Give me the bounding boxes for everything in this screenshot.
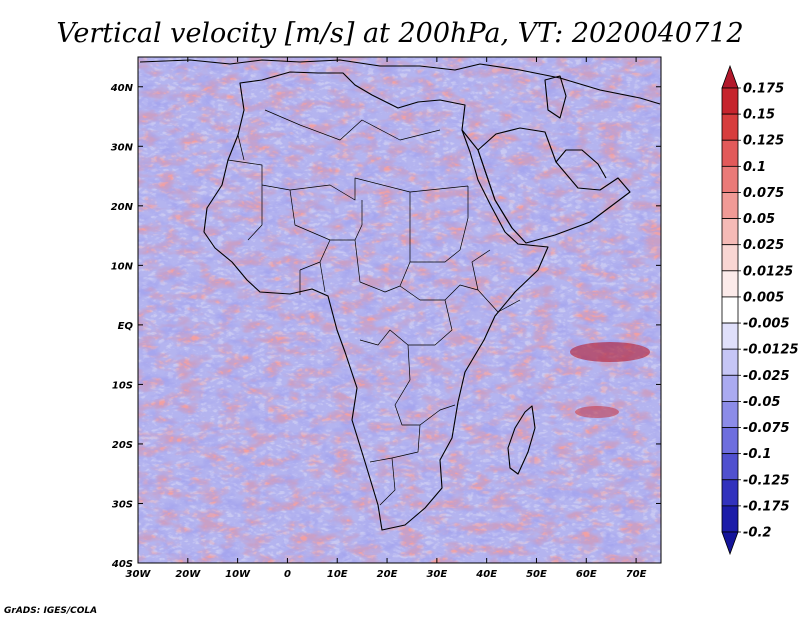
colorbar-label: -0.2 [743, 526, 771, 541]
credit-label: GrADS: IGES/COLA [4, 606, 97, 616]
y-axis-ticks: 40N 30N 20N 10N EQ 10S 20S 30S 40S [110, 83, 661, 570]
y-tick-label: 10N [111, 261, 134, 272]
colorbar-label: -0.125 [743, 473, 790, 488]
colorbar-bottom-arrow [721, 531, 739, 556]
field-upward-patch [575, 406, 619, 418]
y-tick-label: 40N [110, 83, 134, 94]
x-tick-label: 60E [576, 569, 597, 580]
colorbar-swatch [721, 479, 739, 507]
colorbar-swatch [721, 218, 739, 246]
x-tick-label: 0 [284, 569, 291, 580]
y-tick-label: 40S [111, 559, 133, 570]
x-tick-label: 20W [175, 569, 201, 580]
x-tick-label: 40E [475, 569, 497, 580]
colorbar-swatch [721, 505, 739, 533]
colorbar-swatch [721, 296, 739, 324]
x-tick-label: 70E [626, 569, 647, 580]
colorbar-label: -0.0125 [743, 343, 799, 358]
colorbar-label: -0.005 [743, 317, 790, 332]
colorbar-label: -0.025 [743, 369, 790, 384]
colorbar-label: 0.0125 [743, 264, 793, 279]
colorbar-swatch [721, 348, 739, 376]
arabia-coastline [477, 127, 631, 244]
red-sea-coastline [461, 129, 513, 229]
colorbar-label: 0.175 [743, 82, 784, 97]
x-axis-ticks: 30W 20W 10W 0 10E 20E 30E 40E 50E 60E 70E [126, 57, 647, 580]
colorbar-label: 0.005 [743, 290, 784, 305]
map-frame [137, 56, 662, 564]
colorbar-swatch [721, 270, 739, 298]
x-tick-label: 30E [426, 569, 447, 580]
x-tick-label: 10W [225, 569, 251, 580]
europe-coastline [139, 59, 661, 105]
colorbar-swatch [721, 453, 739, 481]
colorbar: 0.175 0.15 0.125 0.1 0.075 0.05 0.025 0.0125 0.0… [721, 64, 799, 556]
colorbar-swatch [721, 192, 739, 219]
colorbar-swatch [721, 113, 739, 141]
y-tick-label: EQ [118, 321, 134, 332]
colorbar-swatch [721, 401, 739, 428]
colorbar-label: 0.05 [743, 212, 775, 227]
map-field [138, 57, 661, 563]
x-tick-label: 50E [526, 569, 547, 580]
africa-coastline [203, 71, 549, 531]
colorbar-swatch [721, 139, 739, 167]
colorbar-label: 0.025 [743, 238, 784, 253]
country-borders [227, 109, 521, 506]
colorbar-swatch [721, 322, 739, 350]
y-tick-label: 30N [111, 142, 134, 153]
y-tick-label: 30S [112, 499, 133, 510]
persian-gulf-coastline [555, 149, 607, 179]
colorbar-swatch [721, 244, 739, 272]
y-tick-label: 20S [112, 440, 133, 451]
colorbar-swatch [721, 87, 739, 115]
field-strong-upward-core [570, 342, 650, 362]
colorbar-swatch [721, 165, 739, 193]
field-fine-pattern [138, 57, 661, 563]
colorbar-label: 0.075 [743, 186, 784, 201]
y-tick-label: 20N [111, 202, 134, 213]
colorbar-label: -0.175 [743, 499, 790, 514]
colorbar-label: 0.125 [743, 134, 784, 149]
x-tick-label: 10E [327, 569, 348, 580]
y-tick-label: 10S [112, 380, 133, 391]
colorbar-swatch [721, 427, 739, 455]
colorbar-label: -0.1 [743, 447, 771, 462]
caspian-coastline [544, 75, 567, 119]
colorbar-label: 0.15 [743, 108, 775, 123]
colorbar-label: 0.1 [743, 160, 766, 175]
colorbar-swatch [721, 374, 739, 402]
x-tick-label: 20E [377, 569, 398, 580]
chart-title: Vertical velocity [m/s] at 200hPa, VT: 2… [56, 18, 743, 49]
colorbar-label: -0.075 [743, 421, 790, 436]
colorbar-label: -0.05 [743, 395, 780, 410]
madagascar-coastline [507, 405, 536, 475]
x-tick-label: 30W [126, 569, 152, 580]
colorbar-top-arrow [721, 64, 739, 89]
